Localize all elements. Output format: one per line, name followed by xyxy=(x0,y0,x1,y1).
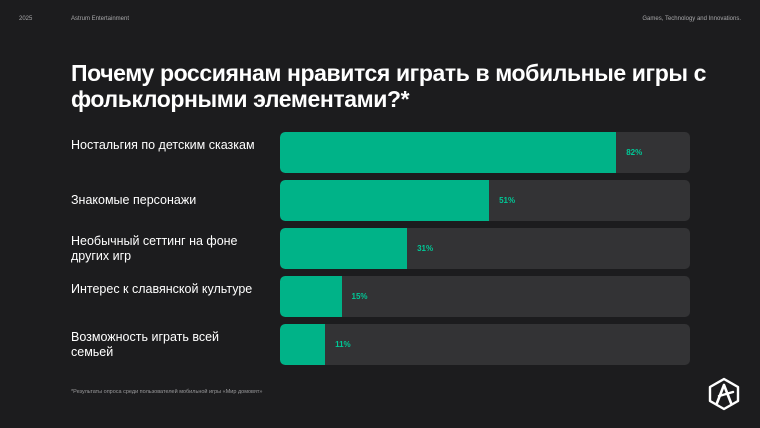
footnote: *Результаты опроса среди пользователей м… xyxy=(71,389,263,395)
bar xyxy=(280,180,490,221)
category-label: Необычный сеттинг на фоне других игр xyxy=(71,233,238,263)
top-bar: 2025 Astrum Entertainment Games, Technol… xyxy=(0,16,760,28)
bar-track: 15% xyxy=(280,276,690,317)
bar xyxy=(280,228,408,269)
bar-value-label: 82% xyxy=(626,148,643,157)
bar-track: 11% xyxy=(280,324,690,365)
bar xyxy=(280,132,617,173)
bar-track: 51% xyxy=(280,180,690,221)
bar-track: 82% xyxy=(280,132,690,173)
bar xyxy=(280,276,342,317)
bar-track: 31% xyxy=(280,228,690,269)
bar-value-label: 51% xyxy=(499,196,516,205)
astrum-logo-icon xyxy=(708,377,740,411)
category-label: Возможность играть всей семьей xyxy=(71,329,220,359)
bar-value-label: 31% xyxy=(417,244,434,253)
bar-value-label: 15% xyxy=(351,292,368,301)
category-label: Ностальгия по детским сказкам xyxy=(71,137,255,152)
category-label: Интерес к славянской культуре xyxy=(71,281,253,296)
category-label: Знакомые персонажи xyxy=(71,193,197,207)
bar-value-label: 11% xyxy=(335,340,351,349)
bar xyxy=(280,324,326,365)
year-label: 2025 xyxy=(19,16,33,22)
tagline: Games, Technology and Innovations. xyxy=(642,16,741,22)
chart-title: Почему россиянам нравится играть в мобил… xyxy=(71,60,706,112)
company-name: Astrum Entertainment xyxy=(71,16,130,22)
